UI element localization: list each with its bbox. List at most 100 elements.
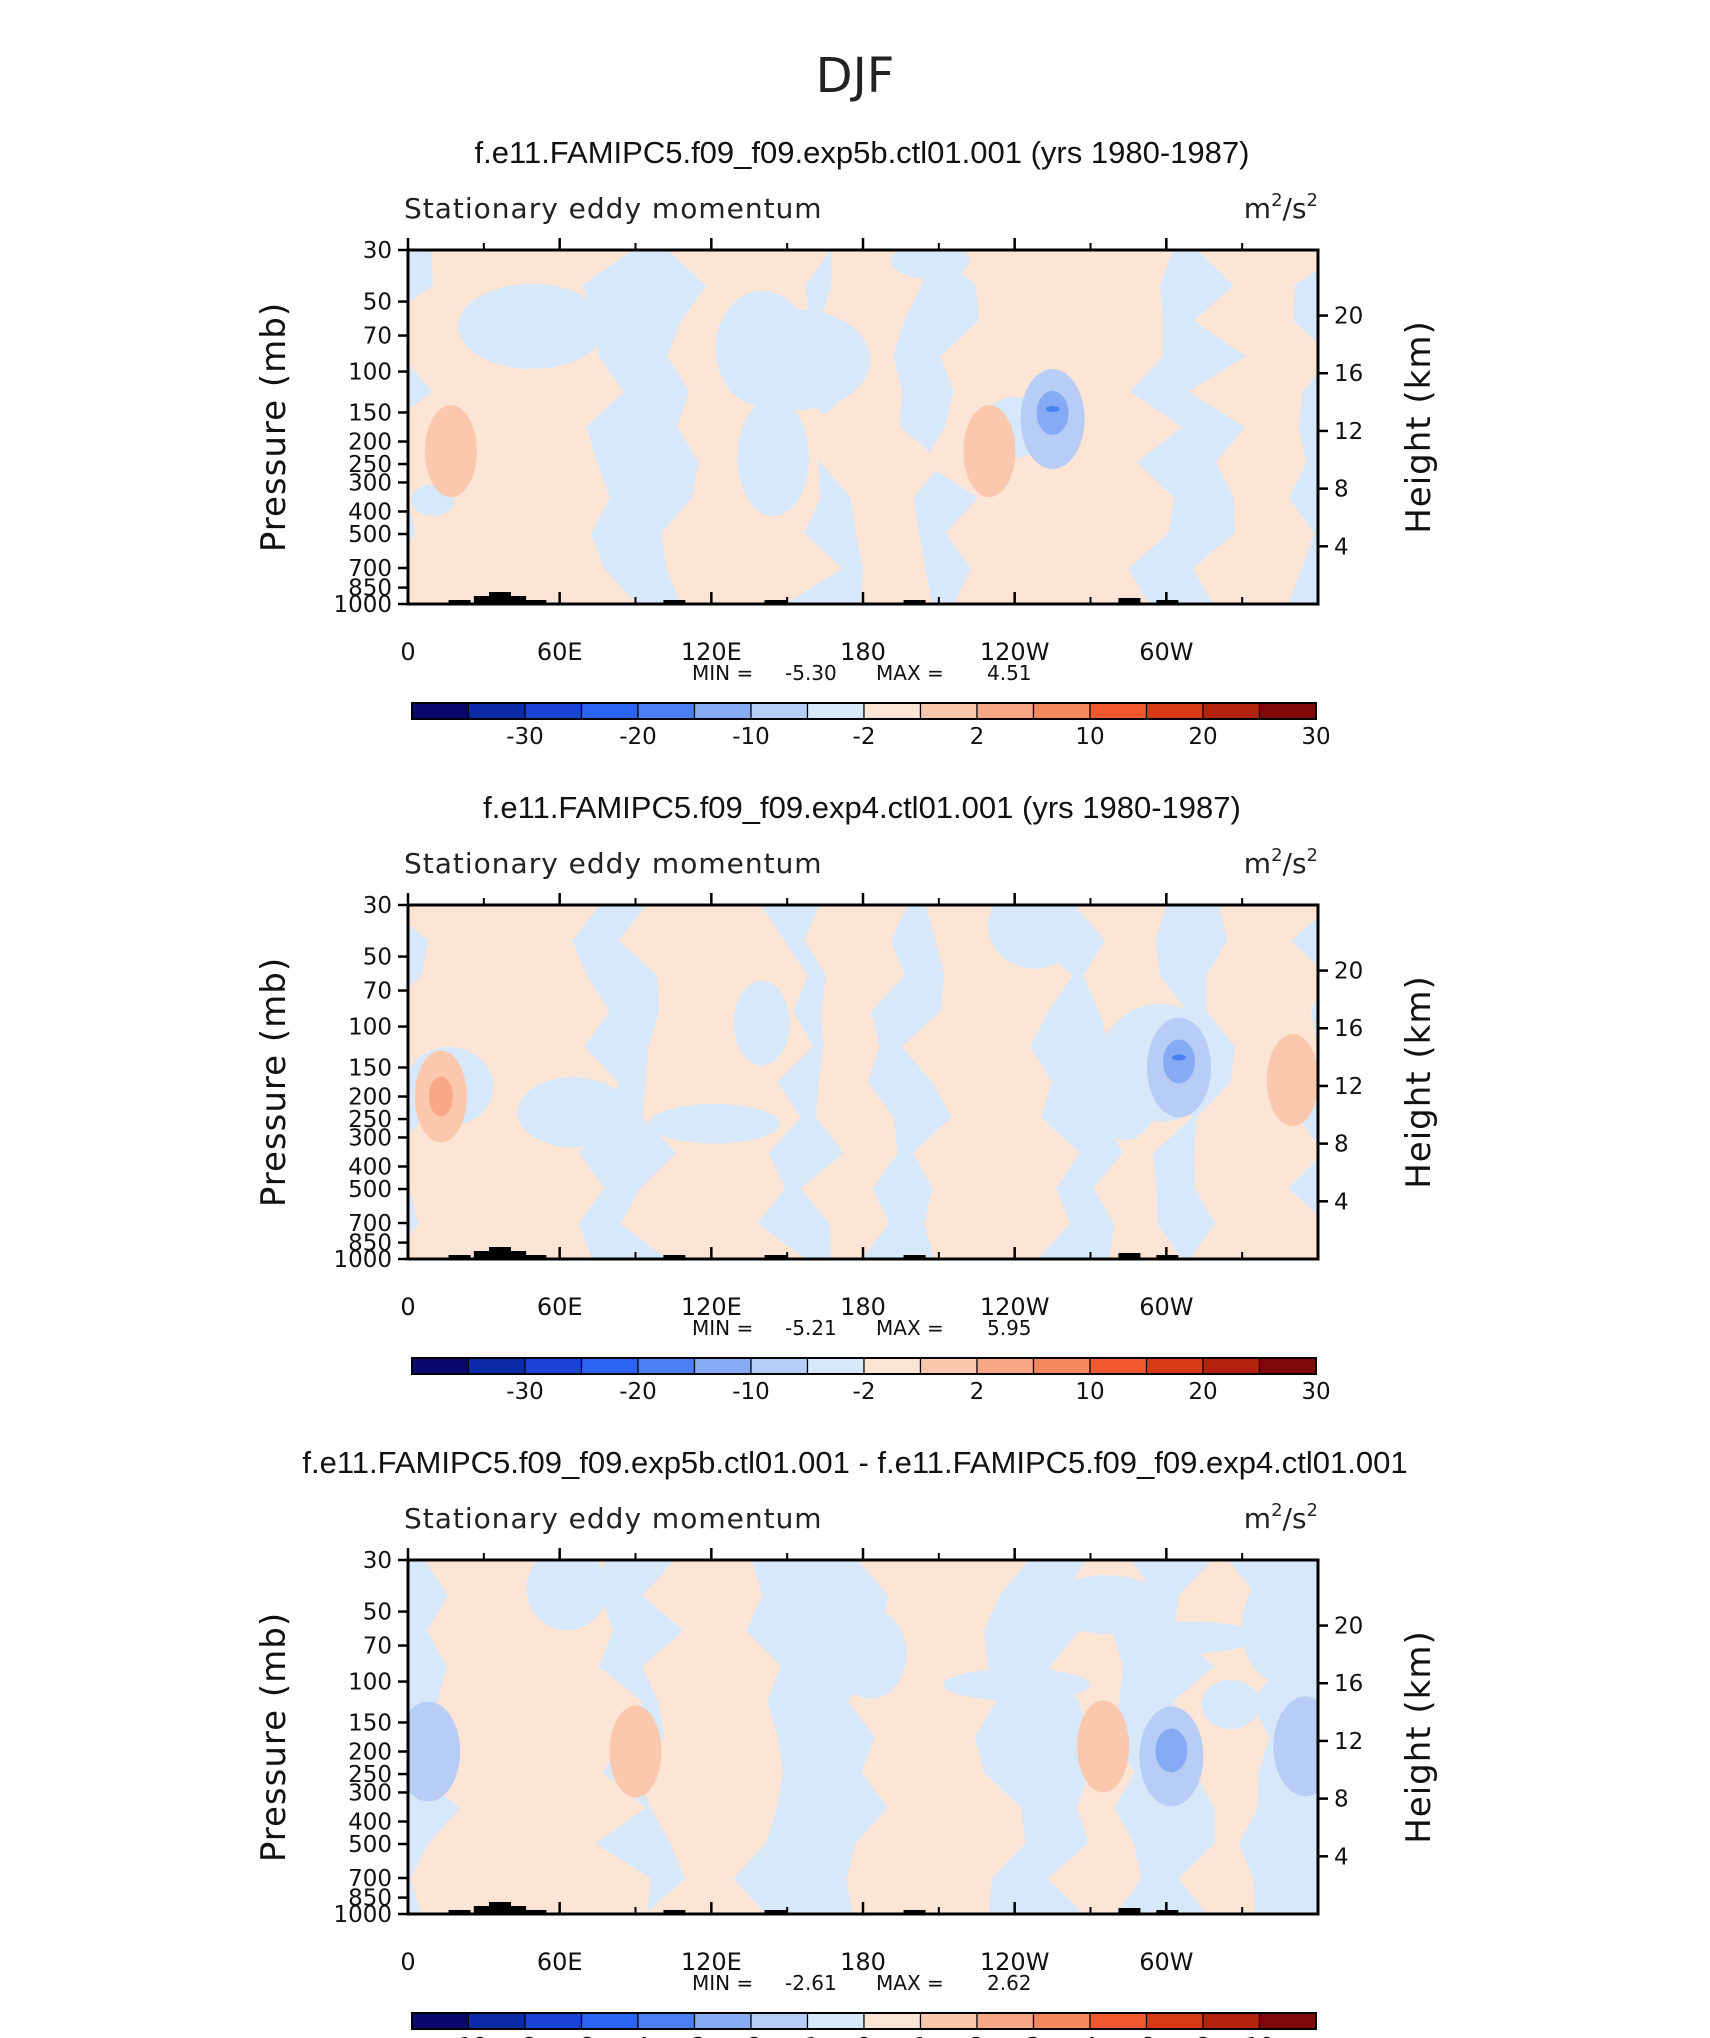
x-tick-label: 0 xyxy=(400,638,415,666)
colorbar-label: -2 xyxy=(740,2034,763,2038)
y-tick-label: 50 xyxy=(363,1600,392,1626)
topography xyxy=(504,1251,527,1259)
y-tick-label: 300 xyxy=(348,470,392,496)
y-right-tick-label: 8 xyxy=(1334,1132,1349,1158)
colorbar-swatch xyxy=(863,1357,922,1375)
colorbar-label: -8 xyxy=(514,2034,537,2038)
negative-blob xyxy=(733,980,790,1066)
x-tick-label: 120E xyxy=(681,1948,742,1976)
chart-title: f.e11.FAMIPC5.f09_f09.exp5b.ctl01.001 (y… xyxy=(475,135,1250,170)
negative-blob xyxy=(833,1609,907,1699)
colorbar-label: -10 xyxy=(732,1379,770,1405)
y-tick-label: 150 xyxy=(348,1055,392,1081)
colorbar-label: -30 xyxy=(506,1379,544,1405)
colorbar-swatch xyxy=(1258,702,1317,720)
x-tick-label: 120W xyxy=(980,638,1050,666)
colorbar-swatch xyxy=(1032,2012,1091,2030)
y-tick-label: 200 xyxy=(348,430,392,456)
y-tick-label: 1000 xyxy=(333,1902,392,1928)
colorbar-swatch xyxy=(411,1357,470,1375)
contour-negative-core xyxy=(1036,390,1069,435)
colorbar-swatch xyxy=(467,1357,526,1375)
max-label: MAX = xyxy=(876,1316,944,1340)
y-tick-label: 850 xyxy=(348,1231,392,1257)
colorbar-swatch xyxy=(637,1357,696,1375)
colorbar-label: 30 xyxy=(1301,1379,1330,1405)
colorbar-label: 10 xyxy=(1245,2034,1274,2038)
y-tick-label: 150 xyxy=(348,1710,392,1736)
y-right-tick-label: 20 xyxy=(1334,959,1363,985)
negative-blob xyxy=(943,1668,1090,1701)
colorbar-swatch xyxy=(919,702,978,720)
y-tick-label: 300 xyxy=(348,1780,392,1806)
x-tick-label: 180 xyxy=(840,638,886,666)
contour-negative-core xyxy=(1162,1039,1195,1084)
colorbar-label: -1 xyxy=(796,2034,819,2038)
y-tick-label: 100 xyxy=(348,1670,392,1696)
colorbar-swatch xyxy=(1202,1357,1261,1375)
max-label: MAX = xyxy=(876,661,944,685)
contour-positive xyxy=(424,405,477,498)
colorbar-swatch xyxy=(580,702,639,720)
contour-field xyxy=(408,1560,1318,1914)
colorbar-frame xyxy=(411,702,1317,720)
colorbar-label: 8 xyxy=(1196,2034,1211,2038)
colorbar-label: 6 xyxy=(1139,2034,1154,2038)
colorbar-swatch xyxy=(693,702,752,720)
topography xyxy=(903,600,926,604)
colorbar-swatch xyxy=(637,702,696,720)
y-tick-label: 850 xyxy=(348,1886,392,1912)
y-tick-label: 150 xyxy=(348,400,392,426)
y-right-tick-label: 16 xyxy=(1334,1671,1363,1697)
y-right-tick-label: 12 xyxy=(1334,1729,1363,1755)
colorbar-swatch xyxy=(976,1357,1035,1375)
colorbar-label: 2 xyxy=(970,724,985,750)
colorbar-swatch xyxy=(750,2012,809,2030)
page-title: DJF xyxy=(816,48,895,104)
y-right-axis-label: Height (km) xyxy=(1399,320,1439,534)
topography xyxy=(903,1255,926,1259)
colorbar-swatch xyxy=(1145,702,1204,720)
negative-blob xyxy=(890,250,970,279)
x-tick-label: 0 xyxy=(400,1293,415,1321)
colorbar-label: -10 xyxy=(732,724,770,750)
topography xyxy=(1118,1253,1141,1259)
colorbar-swatch xyxy=(580,1357,639,1375)
colorbar-swatch xyxy=(1032,1357,1091,1375)
x-tick-label: 120E xyxy=(681,1293,742,1321)
negative-blob xyxy=(526,1560,608,1631)
contour-positive xyxy=(1077,1700,1130,1793)
y-tick-label: 700 xyxy=(348,1866,392,1892)
chart-subtitle: Stationary eddy momentum xyxy=(404,192,823,225)
positive-band xyxy=(408,1560,652,1914)
units-part: m xyxy=(1244,192,1271,225)
colorbar-swatch xyxy=(1145,2012,1204,2030)
x-tick-label: 60E xyxy=(537,1948,583,1976)
y-right-axis-label: Height (km) xyxy=(1399,975,1439,1189)
topography xyxy=(764,1910,787,1914)
x-tick-label: 60E xyxy=(537,1293,583,1321)
colorbar-swatch xyxy=(1089,702,1148,720)
colorbar-swatch xyxy=(806,702,865,720)
y-tick-label: 100 xyxy=(348,1015,392,1041)
colorbar-swatch xyxy=(1202,2012,1261,2030)
topography xyxy=(524,600,547,604)
colorbar-swatch xyxy=(1145,1357,1204,1375)
colorbar-swatch xyxy=(467,702,526,720)
colorbar-swatch xyxy=(919,2012,978,2030)
positive-band xyxy=(800,905,908,1259)
y-right-tick-label: 20 xyxy=(1334,1614,1363,1640)
min-value: -2.61 xyxy=(785,1971,837,1995)
colorbar-label: 20 xyxy=(1188,1379,1217,1405)
units-part: /s xyxy=(1283,847,1307,880)
topography xyxy=(524,1255,547,1259)
colorbar-swatch xyxy=(976,702,1035,720)
colorbar-swatch xyxy=(863,702,922,720)
negative-blob xyxy=(458,283,606,369)
contour-field xyxy=(408,905,1318,1259)
contour-field xyxy=(408,250,1318,604)
y-tick-label: 200 xyxy=(348,1740,392,1766)
colorbar-label: -3 xyxy=(683,2034,706,2038)
contour-negative xyxy=(408,1701,461,1802)
colorbar-label: 2 xyxy=(970,2034,985,2038)
